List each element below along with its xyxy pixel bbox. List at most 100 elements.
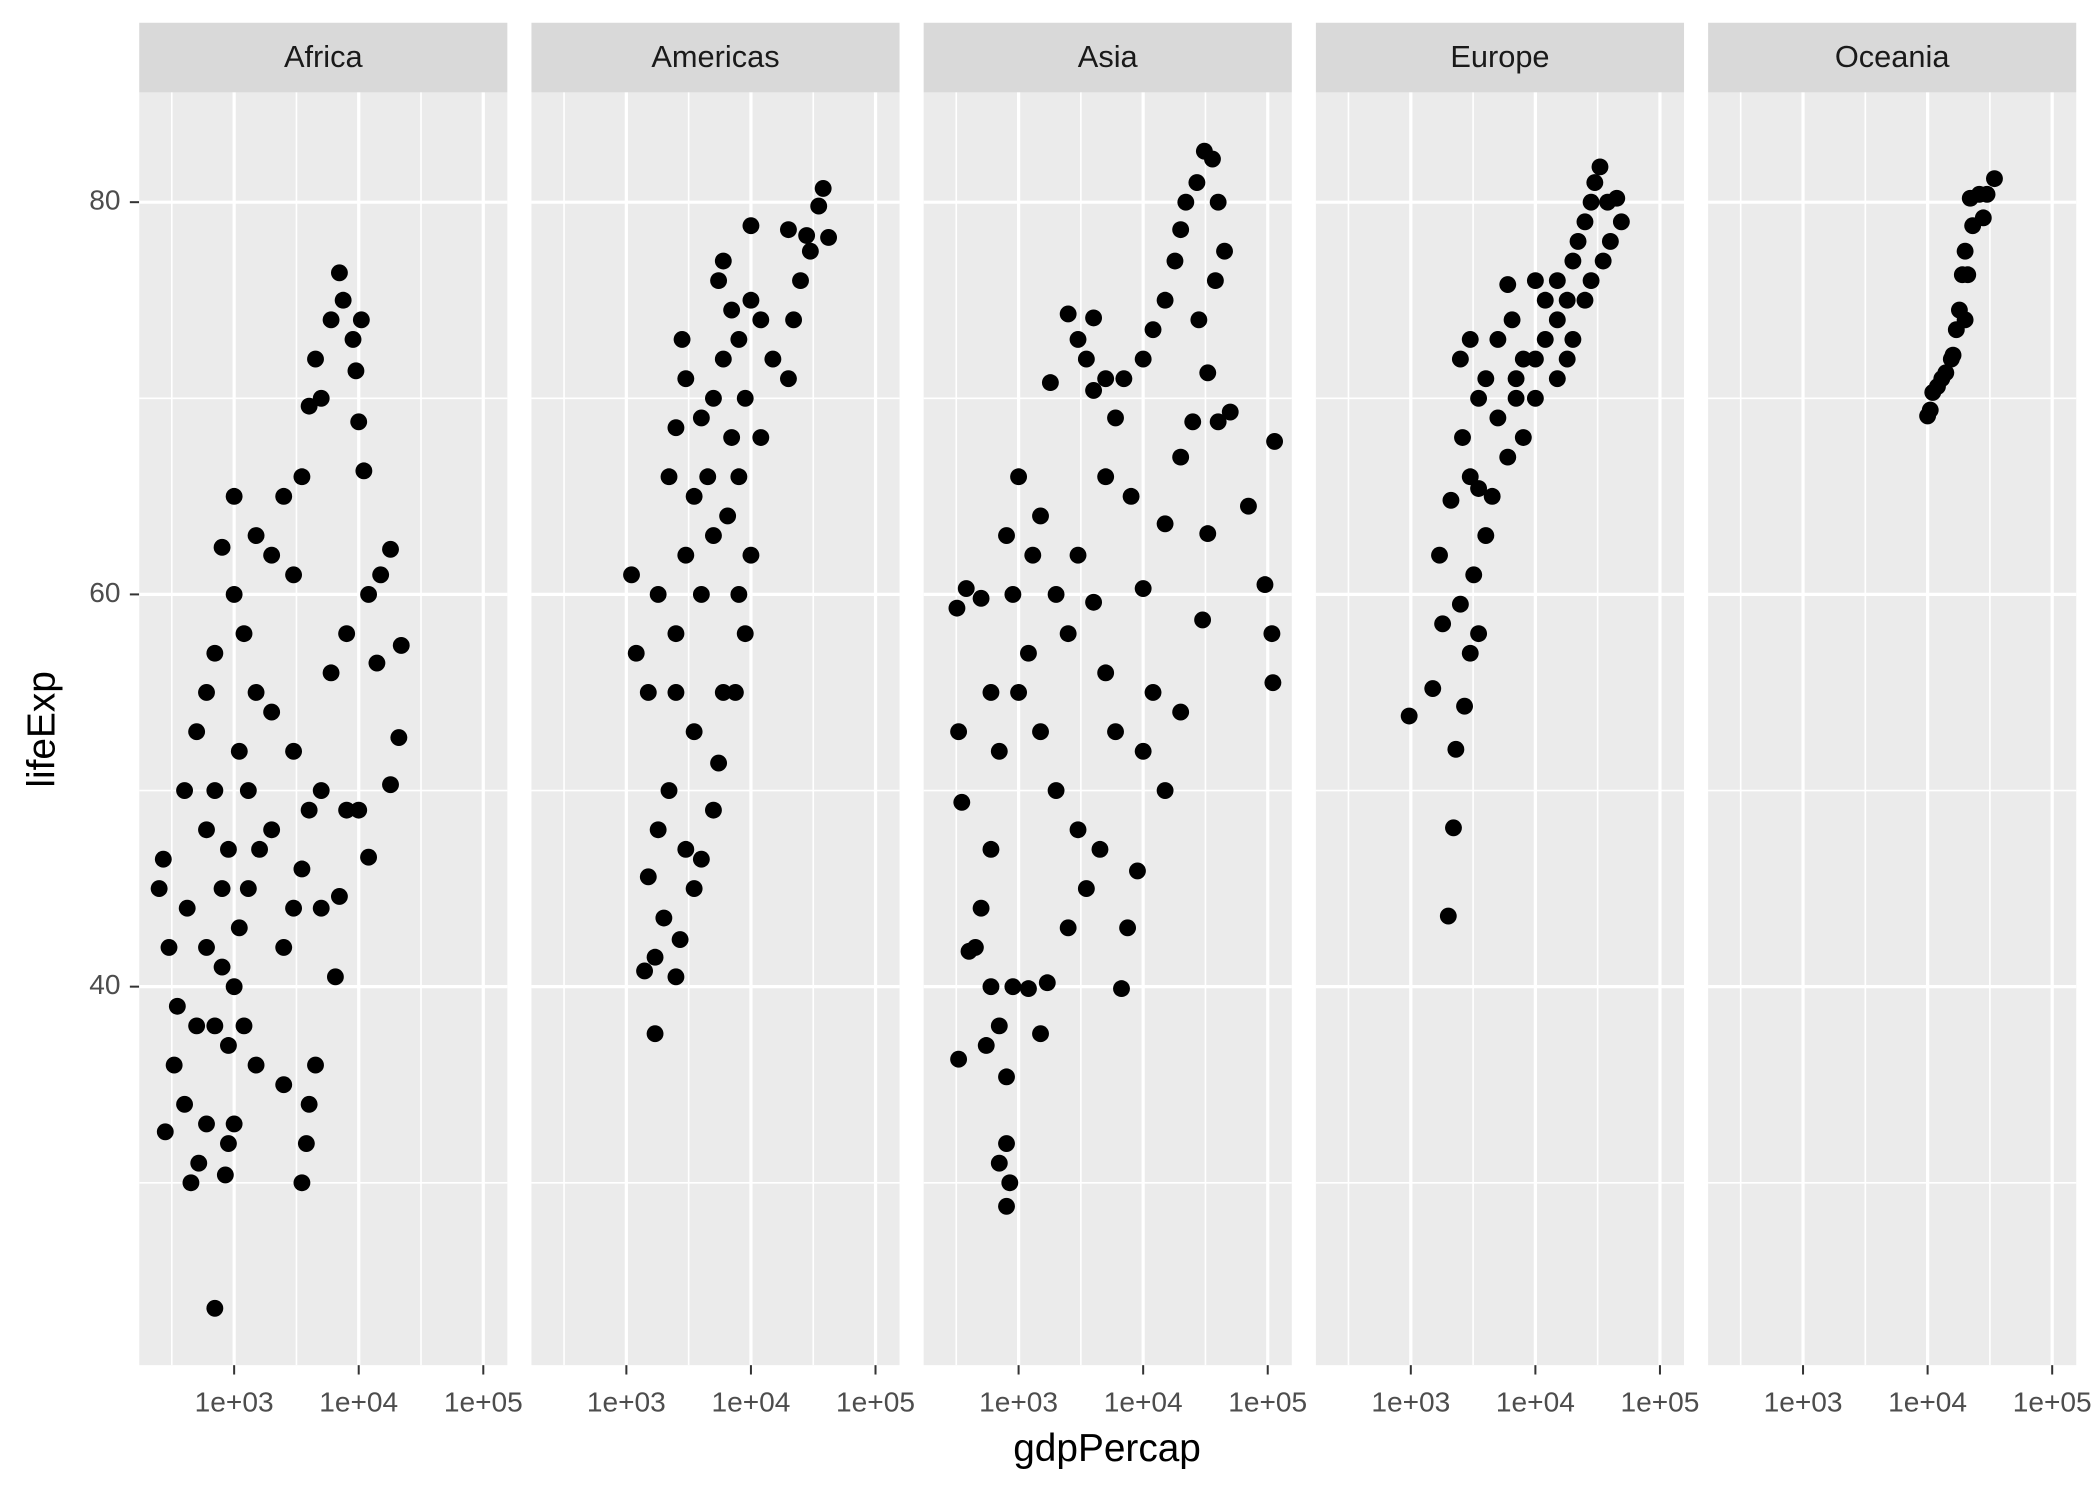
point <box>154 850 172 868</box>
point <box>736 625 754 643</box>
point <box>312 782 330 799</box>
point <box>275 938 293 956</box>
point <box>247 684 265 701</box>
point <box>692 850 710 868</box>
point <box>188 1017 206 1035</box>
point <box>714 252 732 270</box>
point <box>1221 403 1239 421</box>
point <box>1461 644 1479 662</box>
point <box>1594 252 1612 270</box>
point <box>213 880 231 898</box>
point <box>636 962 654 980</box>
point <box>742 546 760 564</box>
strip-background <box>1708 22 2077 93</box>
point <box>1576 213 1594 231</box>
point <box>692 585 710 603</box>
point <box>178 899 196 917</box>
point <box>714 684 732 701</box>
point <box>1156 291 1174 309</box>
point <box>1177 193 1195 211</box>
point <box>1582 193 1600 211</box>
strip-background <box>531 22 900 93</box>
point <box>1209 413 1227 431</box>
point <box>673 331 691 348</box>
point <box>160 938 178 956</box>
point <box>300 801 318 819</box>
point <box>225 585 243 603</box>
point <box>1059 919 1077 937</box>
point <box>1038 974 1056 992</box>
point <box>990 1154 1008 1172</box>
point <box>1010 684 1028 701</box>
point <box>1921 401 1939 419</box>
point <box>1937 364 1955 382</box>
point <box>966 938 984 956</box>
point <box>1113 980 1130 998</box>
point <box>225 487 243 505</box>
point <box>263 821 281 839</box>
point <box>247 527 265 545</box>
point <box>347 362 365 380</box>
point <box>235 1017 253 1035</box>
point <box>752 429 770 446</box>
point <box>1470 389 1488 407</box>
point <box>742 291 760 309</box>
point <box>1134 350 1152 368</box>
point <box>198 1115 215 1133</box>
point <box>263 546 281 564</box>
strip-background <box>139 22 508 93</box>
strip-label: Asia <box>1078 39 1139 74</box>
point <box>1085 309 1103 327</box>
point <box>1536 331 1554 348</box>
point <box>752 311 770 329</box>
point <box>623 566 640 584</box>
point <box>330 888 348 905</box>
point <box>948 599 966 617</box>
point <box>247 1056 265 1074</box>
point <box>1059 625 1077 643</box>
point <box>1134 742 1152 760</box>
point <box>977 1037 995 1054</box>
x-axis-title: gdpPercap <box>1013 1427 1201 1470</box>
point <box>1591 158 1609 176</box>
point <box>646 948 664 966</box>
point <box>1115 370 1133 388</box>
point <box>1172 448 1190 466</box>
point <box>667 968 685 986</box>
point <box>1956 311 1974 329</box>
point <box>382 540 399 558</box>
point <box>213 958 231 976</box>
point <box>982 840 1000 858</box>
x-tick-label: 1e+05 <box>1228 1386 1307 1417</box>
point <box>230 742 248 760</box>
point <box>1431 546 1448 564</box>
point <box>360 848 378 866</box>
point <box>1069 821 1087 839</box>
point <box>1439 907 1457 925</box>
point <box>820 229 838 246</box>
point <box>1503 311 1521 329</box>
point <box>350 413 368 431</box>
point <box>213 538 231 556</box>
point <box>1134 580 1152 597</box>
point <box>312 899 330 917</box>
point <box>1499 448 1517 466</box>
point <box>730 468 748 486</box>
point <box>1085 593 1103 611</box>
x-tick-label: 1e+05 <box>2013 1386 2092 1417</box>
point <box>780 370 797 388</box>
point <box>1442 491 1460 509</box>
point <box>206 1017 224 1035</box>
x-tick-label: 1e+03 <box>587 1386 666 1417</box>
point <box>1097 664 1115 682</box>
point <box>293 860 311 878</box>
point <box>382 776 399 794</box>
point <box>368 654 386 672</box>
point <box>1558 291 1576 309</box>
x-tick-label: 1e+05 <box>836 1386 915 1417</box>
point <box>338 625 356 643</box>
point <box>198 821 215 839</box>
point <box>1194 611 1212 629</box>
point <box>1122 487 1140 505</box>
point <box>1974 209 1992 227</box>
